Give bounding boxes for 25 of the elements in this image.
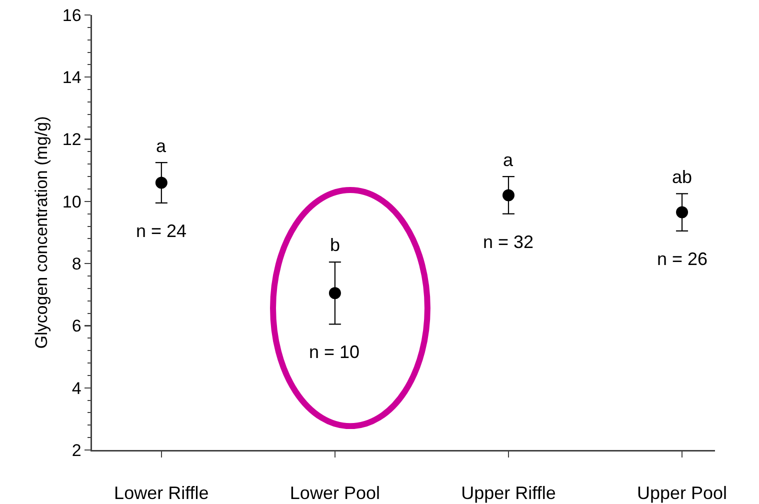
point [155, 176, 168, 189]
x-tick-label: Lower Riffle [114, 482, 209, 503]
point [676, 206, 688, 218]
annotation: n = 24 [136, 221, 187, 241]
y-tick-label: 10 [62, 192, 82, 212]
x-tick-label: Lower Pool [290, 482, 380, 503]
x-tick-label: Upper Pool [637, 482, 728, 503]
annotation: a [503, 150, 514, 170]
point [502, 189, 514, 202]
annotation: n = 26 [657, 249, 708, 269]
y-tick-label: 8 [72, 254, 82, 274]
point [328, 287, 341, 300]
annotation: n = 32 [483, 232, 534, 252]
y-tick-label: 16 [62, 6, 82, 25]
y-tick-label: 2 [72, 440, 82, 460]
x-tick-label: Upper Riffle [461, 482, 556, 503]
y-tick-label: 14 [62, 68, 82, 88]
annotation: n = 10 [309, 342, 360, 362]
annotation: ab [672, 167, 692, 187]
annotation: a [156, 136, 167, 156]
y-tick-label: 6 [72, 316, 82, 336]
y-axis-title: Glycogen concentration (mg/g) [32, 116, 52, 349]
annotation: b [330, 235, 340, 255]
y-tick-label: 12 [62, 130, 82, 150]
y-tick-label: 4 [72, 378, 82, 398]
